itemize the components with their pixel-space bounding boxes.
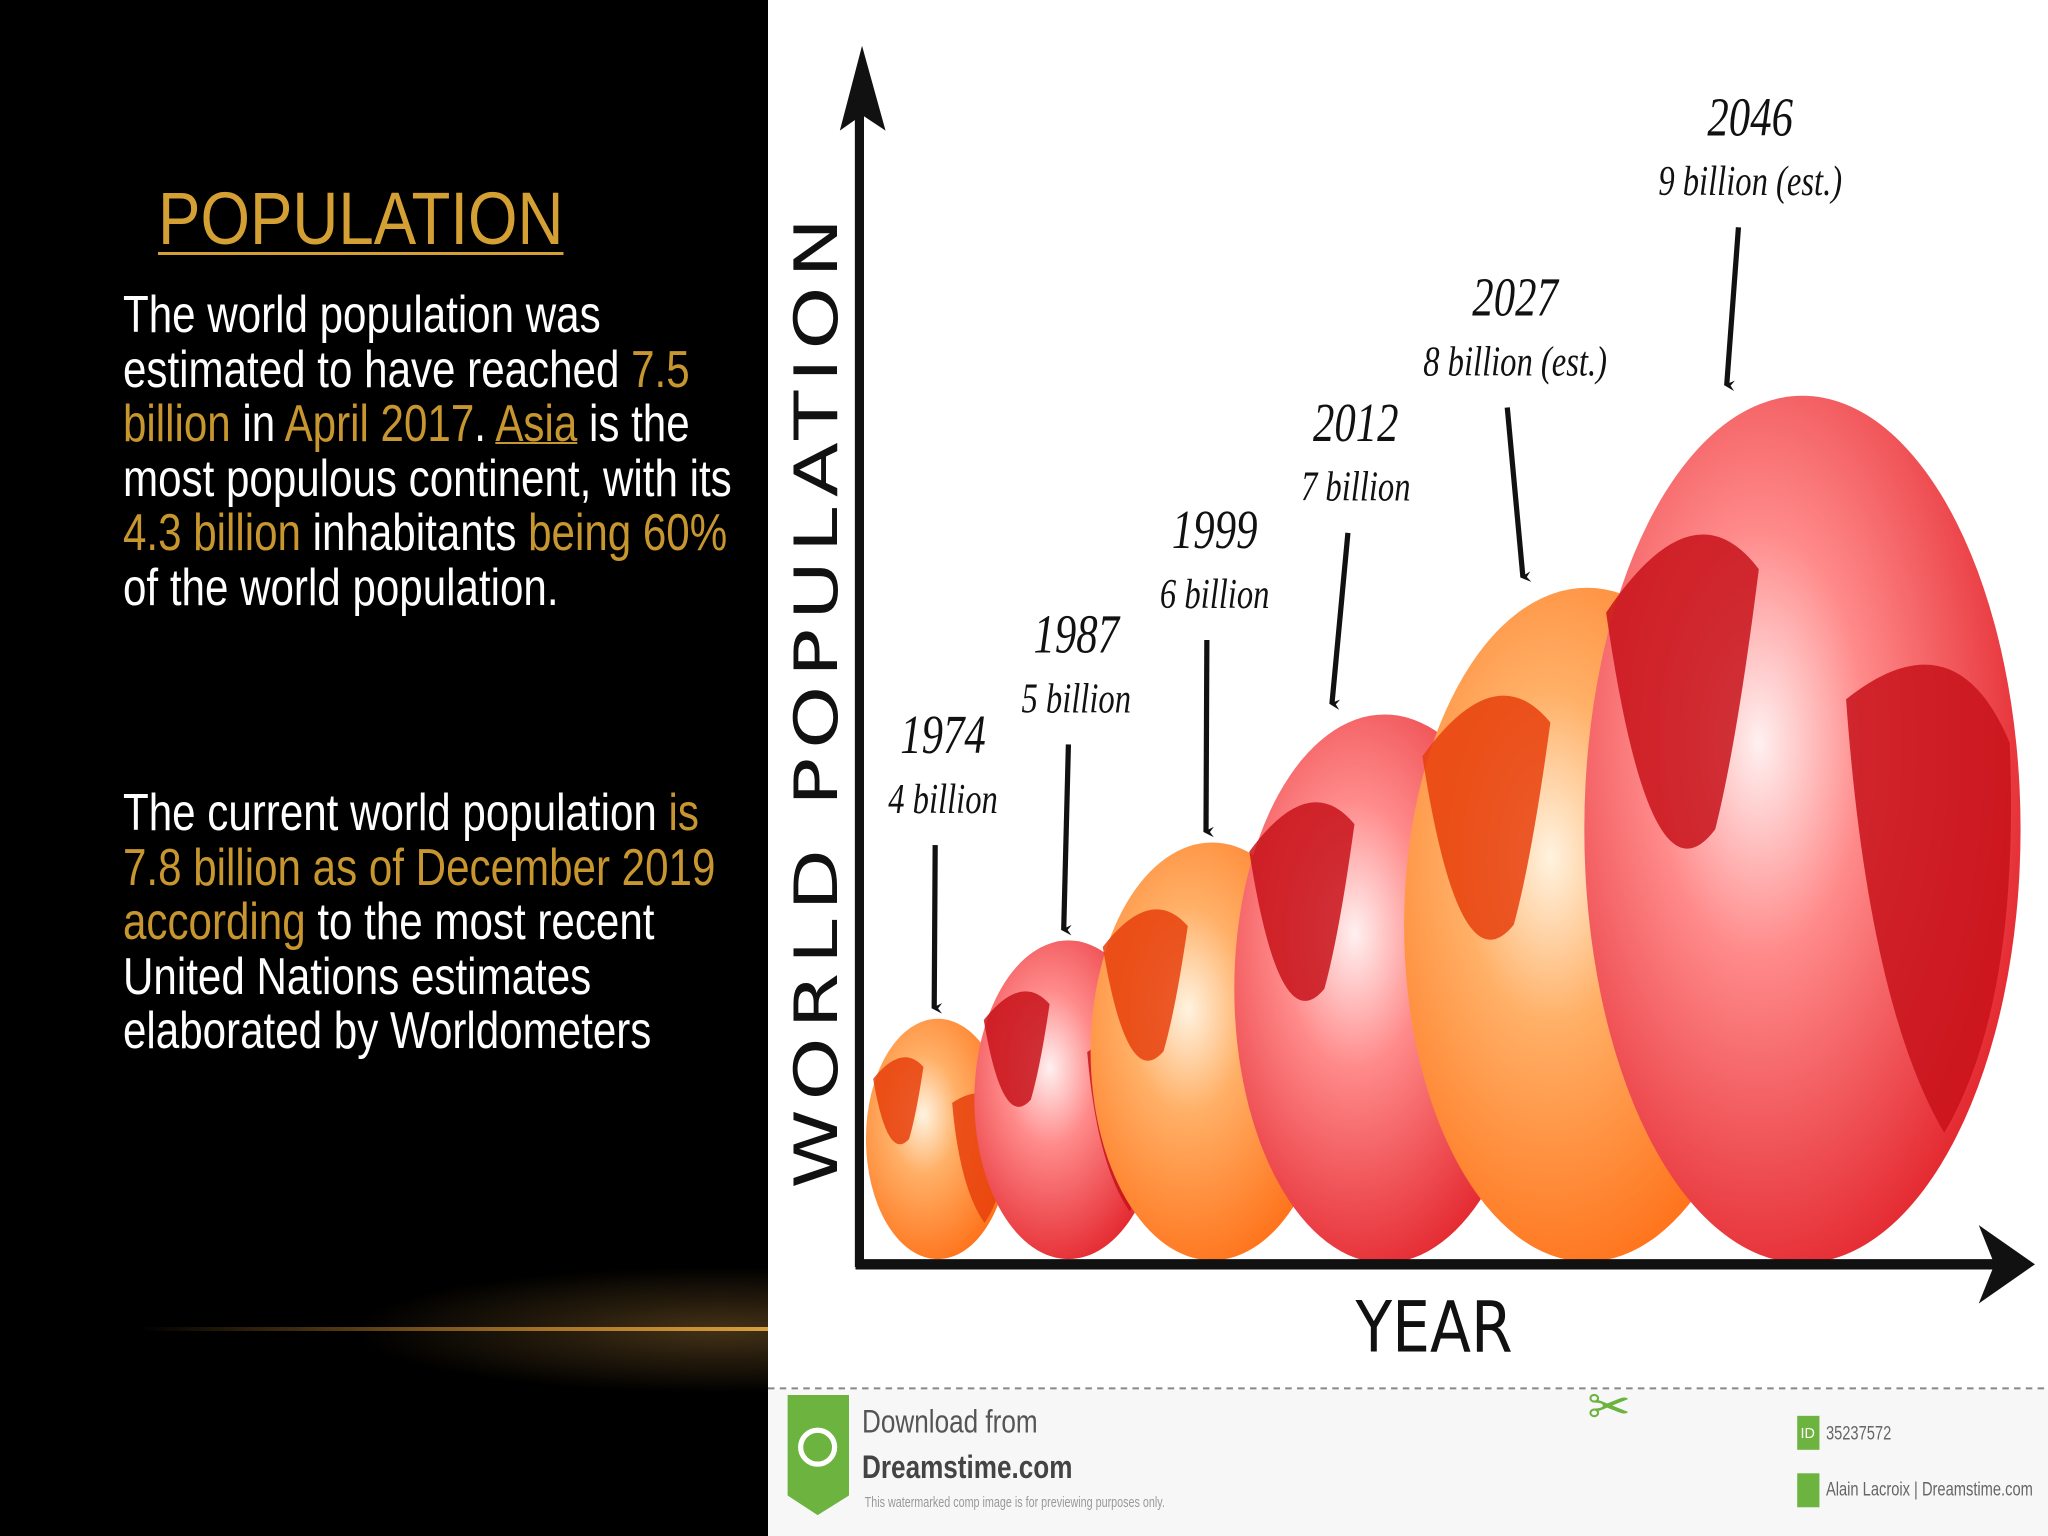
text-run: being 60% [528,504,728,562]
milestone-year: 1999 [1172,499,1258,560]
logo-badge [787,1394,849,1516]
text-run: The world population was estimated to ha… [123,286,632,399]
paragraph: The current world population is 7.8 bill… [123,786,747,1059]
text-run: . [474,395,496,453]
x-axis-label: YEAR [1355,1287,1513,1369]
arrow [1329,532,1351,710]
text-run: is 7.8 billion as of December 2019 accor… [123,784,716,951]
continent [1606,534,2012,1133]
milestone-label: 9 billion (est.) [1658,159,1842,205]
milestone-label: 6 billion [1160,572,1270,618]
y-arrow [839,45,886,131]
paragraph: The world population was estimated to ha… [123,288,747,615]
text-run: 4.3 billion [123,504,301,562]
text-panel: POPULATION The world population was esti… [0,0,768,1536]
milestone-year: 2027 [1472,267,1560,328]
text-run: 7.5 billion [123,340,690,453]
milestone-year: 2046 [1707,86,1793,147]
logo-swirl [798,1427,838,1467]
milestone-year: 1974 [900,704,986,765]
milestone-label: 5 billion [1021,677,1131,723]
milestone-label: 8 billion (est.) [1423,340,1607,386]
text-run: April 2017 [284,395,475,453]
infographic: WORLD POPULATION YEAR Download from Drea… [768,0,2048,1536]
text-run: inhabitants [300,504,529,562]
id-badge [1797,1415,1820,1450]
download-text: Download from [862,1404,1038,1440]
footer [768,1389,2048,1536]
milestone-year: 1987 [1033,604,1121,665]
id-badge-text: ID [1800,1426,1814,1442]
text-run: Asia [495,395,578,453]
continent [873,1057,1007,1224]
x-arrow [1978,1225,2035,1304]
arrow [1504,407,1532,582]
text-run: in [230,395,285,453]
text-run: is the most populous continent, with its [123,395,732,508]
arrow [1724,227,1742,392]
arrow [1203,639,1214,838]
y-axis-label: WORLD POPULATION [782,209,852,1189]
notice-text: This watermarked comp image is for previ… [865,1495,1165,1511]
text-run: of the world population. [123,558,559,617]
site-text: Dreamstime.com [862,1449,1072,1485]
milestone-label: 7 billion [1301,465,1411,511]
milestone-label: 4 billion [888,777,998,823]
credit-text: Alain Lacroix | Dreamstime.com [1826,1477,2033,1500]
arrow [1061,744,1072,936]
arrow [931,845,943,1014]
slide-title: POPULATION [158,177,564,260]
milestone-year: 2012 [1313,392,1399,453]
text-run: to the most recent United Nations estima… [123,893,655,1060]
scissors-icon: ✂ [1587,1378,1631,1436]
credit-badge [1797,1473,1820,1508]
glow-line [140,1327,768,1331]
image-id: 35237572 [1826,1421,1891,1444]
text-run: The current world population [123,784,669,842]
